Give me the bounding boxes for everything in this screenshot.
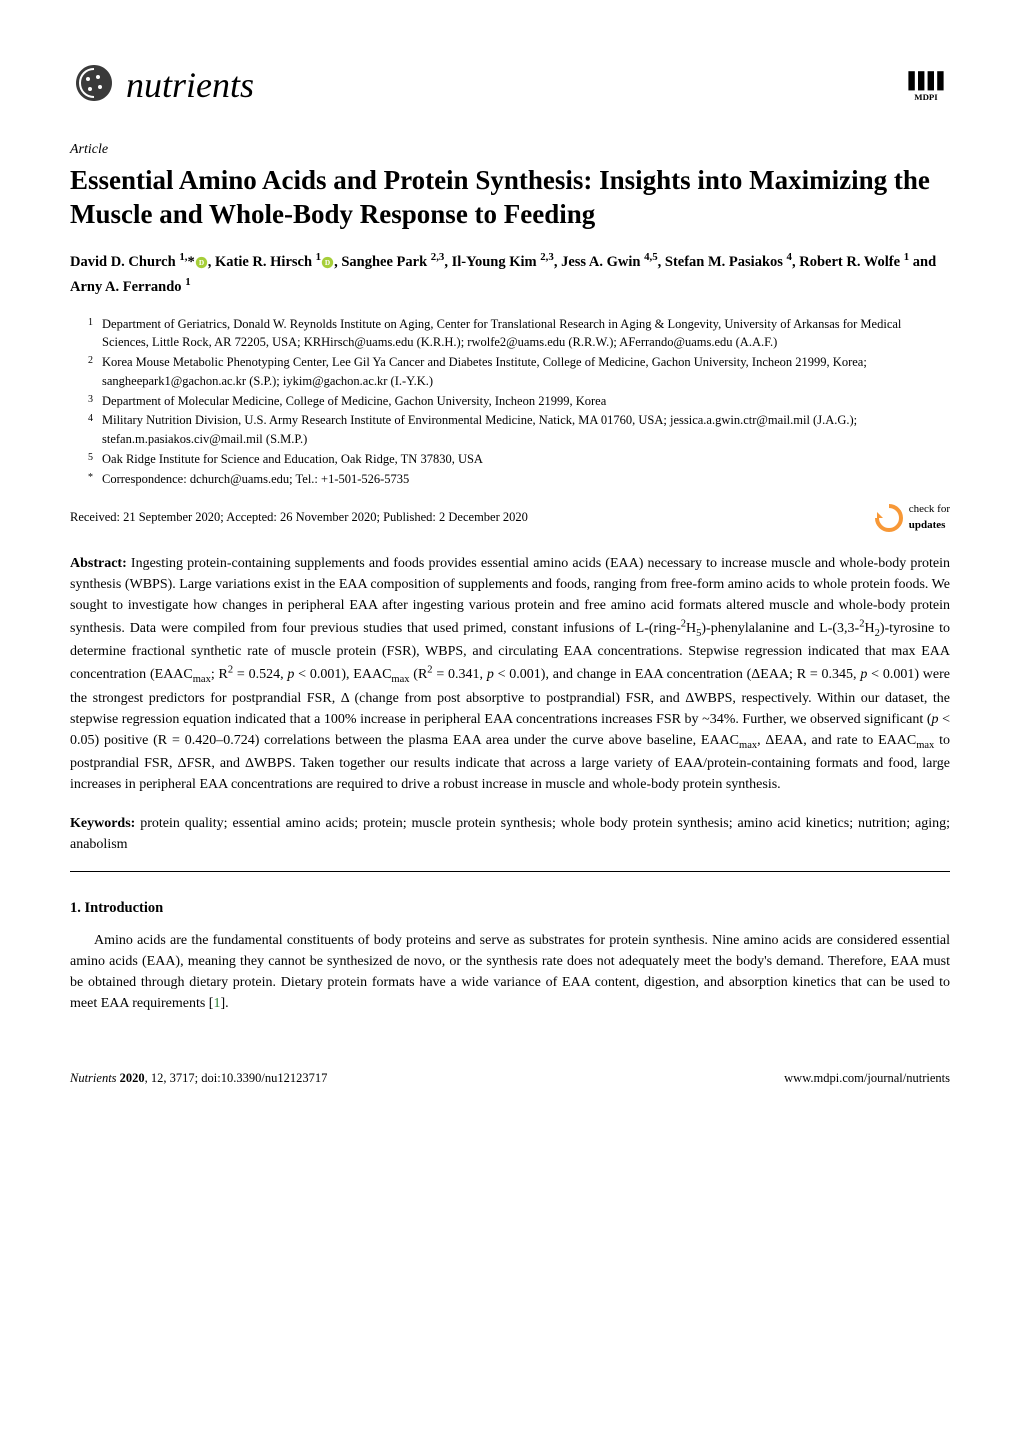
svg-text:MDPI: MDPI: [914, 92, 938, 102]
header: nutrients MDPI: [70, 60, 950, 110]
affiliation-num: 4: [88, 411, 102, 449]
journal-logo-section: nutrients: [70, 60, 254, 110]
keywords-paragraph: Keywords: protein quality; essential ami…: [70, 813, 950, 855]
updates-text: check for updates: [909, 502, 950, 533]
affiliation-text: Oak Ridge Institute for Science and Educ…: [102, 450, 483, 469]
affiliation-num: *: [88, 470, 102, 489]
affiliation-row: 1Department of Geriatrics, Donald W. Rey…: [88, 315, 950, 353]
affiliation-text: Department of Geriatrics, Donald W. Reyn…: [102, 315, 950, 353]
affiliation-num: 1: [88, 315, 102, 353]
svg-text:D: D: [325, 258, 330, 267]
abstract-paragraph: Abstract: Ingesting protein-containing s…: [70, 553, 950, 795]
check-updates-badge[interactable]: check for updates: [875, 502, 950, 533]
section-divider: [70, 871, 950, 872]
footer-right: www.mdpi.com/journal/nutrients: [784, 1070, 950, 1088]
article-type-label: Article: [70, 140, 950, 160]
affiliation-num: 2: [88, 353, 102, 391]
affiliations-list: 1Department of Geriatrics, Donald W. Rey…: [88, 315, 950, 489]
affiliation-text: Korea Mouse Metabolic Phenotyping Center…: [102, 353, 950, 391]
updates-arrow-icon: [875, 504, 903, 532]
body-text-end: ].: [220, 996, 228, 1011]
article-title: Essential Amino Acids and Protein Synthe…: [70, 164, 950, 232]
keywords-label: Keywords:: [70, 816, 135, 831]
body-text-start: Amino acids are the fundamental constitu…: [70, 933, 950, 1011]
received-dates: Received: 21 September 2020; Accepted: 2…: [70, 509, 528, 527]
svg-text:D: D: [199, 258, 204, 267]
affiliation-row: 5Oak Ridge Institute for Science and Edu…: [88, 450, 950, 469]
abstract-text: Ingesting protein-containing supplements…: [70, 556, 950, 792]
journal-name: nutrients: [126, 60, 254, 110]
introduction-heading: 1. Introduction: [70, 898, 950, 918]
introduction-paragraph: Amino acids are the fundamental constitu…: [70, 930, 950, 1014]
affiliation-row: 3Department of Molecular Medicine, Colle…: [88, 392, 950, 411]
authors-line: David D. Church 1,*D, Katie R. Hirsch 1D…: [70, 249, 950, 298]
nutrients-logo-icon: [70, 61, 118, 109]
affiliation-row: *Correspondence: dchurch@uams.edu; Tel.:…: [88, 470, 950, 489]
affiliation-num: 5: [88, 450, 102, 469]
affiliation-text: Department of Molecular Medicine, Colleg…: [102, 392, 606, 411]
affiliation-row: 2Korea Mouse Metabolic Phenotyping Cente…: [88, 353, 950, 391]
mdpi-logo-icon: MDPI: [902, 60, 950, 108]
affiliation-row: 4Military Nutrition Division, U.S. Army …: [88, 411, 950, 449]
keywords-text: protein quality; essential amino acids; …: [70, 816, 950, 852]
orcid-icon: D: [321, 256, 334, 269]
affiliation-text: Correspondence: dchurch@uams.edu; Tel.: …: [102, 470, 409, 489]
page-footer: Nutrients 2020, 12, 3717; doi:10.3390/nu…: [70, 1070, 950, 1088]
abstract-label: Abstract:: [70, 556, 127, 571]
affiliation-text: Military Nutrition Division, U.S. Army R…: [102, 411, 950, 449]
affiliation-num: 3: [88, 392, 102, 411]
footer-left: Nutrients 2020, 12, 3717; doi:10.3390/nu…: [70, 1070, 327, 1088]
orcid-icon: D: [195, 256, 208, 269]
dates-row: Received: 21 September 2020; Accepted: 2…: [70, 502, 950, 533]
